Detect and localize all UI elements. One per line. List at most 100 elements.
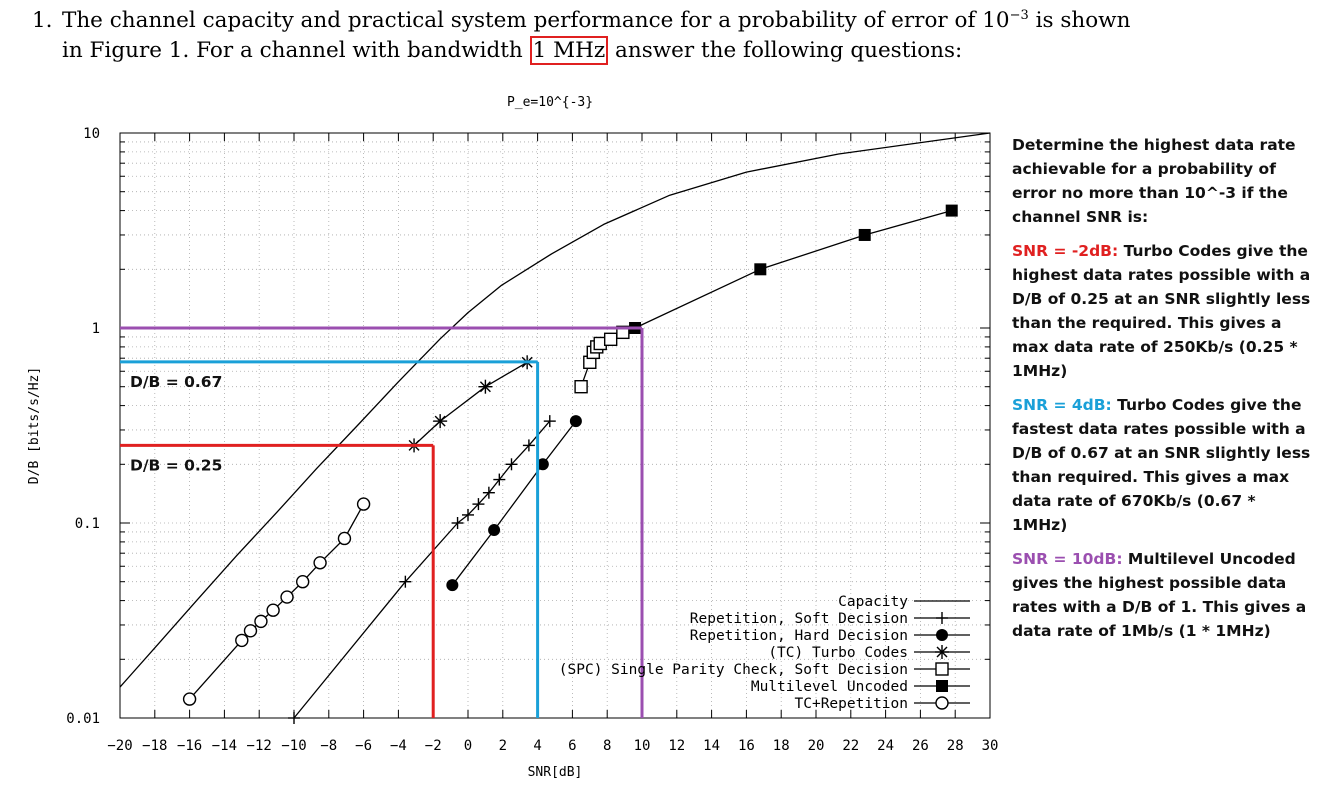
- data-point: [493, 473, 506, 486]
- x-tick-label: 24: [877, 738, 894, 754]
- data-point: [505, 458, 518, 471]
- x-tick-label: −6: [355, 738, 372, 754]
- data-point: [243, 624, 258, 638]
- data-point: [266, 603, 280, 617]
- x-tick-label: 20: [808, 738, 825, 754]
- x-tick-label: 28: [947, 738, 964, 754]
- series-line: [293, 420, 551, 719]
- x-tick-label: −18: [142, 738, 167, 754]
- legend-marker: [936, 629, 948, 641]
- x-tick-label: 4: [533, 738, 541, 754]
- series-line: [119, 132, 991, 688]
- data-point: [182, 692, 197, 706]
- note-snr-10: SNR = 10dB: Multilevel Uncoded gives the…: [1012, 547, 1312, 643]
- question-line-1-text: The channel capacity and practical syste…: [62, 8, 983, 33]
- legend-label: Capacity: [838, 594, 908, 610]
- data-point: [488, 524, 501, 537]
- question-line-2-text: in Figure 1. For a channel with bandwidt…: [62, 38, 530, 63]
- data-point: [313, 556, 327, 570]
- answer-notes: Determine the highest data rate achievab…: [1012, 133, 1312, 653]
- data-point: [337, 531, 352, 546]
- series-6: [182, 497, 371, 706]
- data-point: [472, 498, 485, 511]
- note-snr-minus2: SNR = -2dB: Turbo Codes give the highest…: [1012, 239, 1312, 383]
- question-number: 1.: [32, 8, 53, 33]
- x-tick-label: −2: [425, 738, 442, 754]
- series-2: [446, 415, 582, 592]
- y-tick-label: 0.1: [75, 516, 100, 532]
- series-line: [451, 420, 577, 586]
- data-point: [858, 228, 871, 241]
- question-line-1-end: is shown: [1028, 8, 1131, 33]
- series-line: [189, 503, 365, 700]
- data-point: [451, 517, 464, 529]
- data-point: [296, 575, 310, 589]
- annotation-label: D/B = 0.25: [130, 456, 222, 474]
- y-tick-label: 10: [83, 126, 100, 142]
- chart-series: [119, 132, 991, 724]
- chart-text: −20 −18 −16 −14 −12 −10 −8 −6 −4 −2 0 2 4 6 8 10 12 14 16 1…: [27, 95, 998, 780]
- legend-marker: [935, 645, 949, 659]
- legend-label: (TC) Turbo Codes: [768, 645, 908, 661]
- data-point: [356, 497, 371, 511]
- legend-label: Multilevel Uncoded: [751, 679, 908, 695]
- x-tick-label: 14: [703, 738, 720, 754]
- annotation-blue: [120, 360, 540, 718]
- x-tick-label: 6: [568, 738, 576, 754]
- series-3: [407, 355, 535, 453]
- x-tick-label: −20: [107, 738, 132, 754]
- x-tick-label: 16: [738, 738, 755, 754]
- note-1-body: Turbo Codes give the highest data rates …: [1012, 242, 1311, 380]
- annotation-red: [120, 443, 435, 718]
- x-tick-label: 30: [982, 738, 999, 754]
- x-tick-label: −4: [390, 738, 407, 754]
- x-tick-label: −10: [281, 738, 306, 754]
- x-tick-label: 2: [499, 738, 507, 754]
- y-axis-label: D/B [bits/s/Hz]: [27, 367, 42, 484]
- legend-marker: [935, 696, 949, 710]
- note-snr-4: SNR = 4dB: Turbo Codes give the fastest …: [1012, 393, 1312, 537]
- data-point: [574, 380, 588, 394]
- chart-annotations: [120, 326, 644, 718]
- x-tick-label: 0: [464, 738, 472, 754]
- legend-label: (SPC) Single Parity Check, Soft Decision: [559, 662, 908, 678]
- data-point: [569, 415, 582, 428]
- data-point: [945, 204, 958, 217]
- data-point: [235, 633, 249, 648]
- series-line: [413, 361, 528, 446]
- notes-intro: Determine the highest data rate achievab…: [1012, 136, 1296, 226]
- plot-frame: [119, 132, 991, 719]
- annotation-label: D/B = 0.67: [130, 373, 222, 391]
- series-0: [119, 132, 991, 688]
- legend-label: TC+Repetition: [795, 696, 909, 712]
- x-axis-label: SNR[dB]: [528, 765, 583, 780]
- note-3-body: Multilevel Uncoded gives the highest pos…: [1012, 550, 1307, 640]
- series-4: [574, 325, 630, 394]
- x-tick-label: −14: [212, 738, 237, 754]
- note-1-heading: SNR = -2dB:: [1012, 242, 1119, 260]
- data-point: [522, 439, 535, 452]
- data-point: [446, 579, 459, 592]
- data-point: [433, 414, 448, 429]
- legend-label: Repetition, Hard Decision: [690, 628, 908, 644]
- data-point: [603, 332, 618, 347]
- x-tick-label: 22: [842, 738, 859, 754]
- legend-marker: [935, 662, 949, 676]
- x-tick-label: −8: [320, 738, 337, 754]
- data-point: [399, 575, 412, 588]
- annotation-purple: [120, 326, 644, 718]
- question-line-1: The channel capacity and practical syste…: [62, 6, 1130, 36]
- series-line: [634, 209, 952, 329]
- x-tick-label: −16: [177, 738, 202, 754]
- note-2-body: Turbo Codes give the fastest data rates …: [1012, 396, 1311, 534]
- data-point: [536, 458, 549, 471]
- power-base: 10: [982, 8, 1010, 33]
- data-point: [254, 614, 268, 629]
- x-tick-label: 12: [668, 738, 685, 754]
- x-tick-label: 26: [912, 738, 929, 754]
- y-tick-label: 0.01: [66, 711, 100, 727]
- legend-marker: [936, 612, 948, 624]
- x-tick-label: 10: [634, 738, 651, 754]
